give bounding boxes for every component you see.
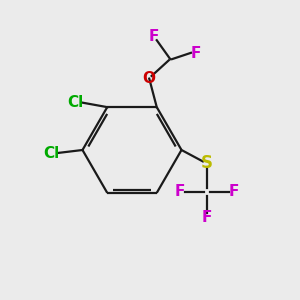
Text: F: F (229, 184, 239, 200)
Text: Cl: Cl (68, 95, 84, 110)
Text: S: S (201, 154, 213, 172)
Text: F: F (148, 29, 159, 44)
Text: F: F (175, 184, 185, 200)
Text: F: F (202, 210, 212, 225)
Text: O: O (143, 71, 156, 86)
Text: F: F (190, 46, 201, 61)
Text: Cl: Cl (43, 146, 59, 160)
